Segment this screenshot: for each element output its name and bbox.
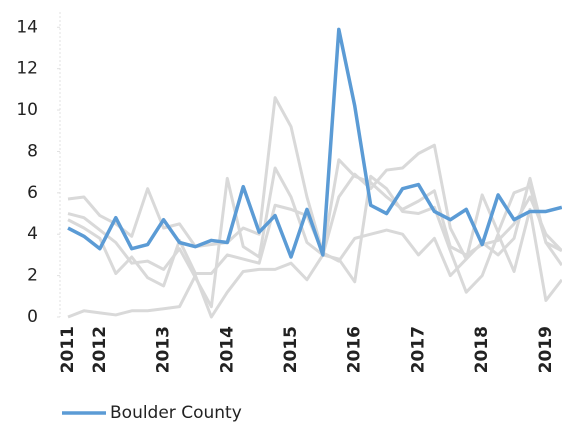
y-tick-label: 4 <box>27 224 38 244</box>
y-tick-label: 14 <box>16 17 38 37</box>
y-tick-label: 10 <box>16 100 38 120</box>
y-tick-label: 8 <box>27 141 38 161</box>
x-tick-label: 2014 <box>217 326 237 373</box>
x-tick-label: 2013 <box>154 326 174 373</box>
x-tick-label: 2019 <box>536 326 556 373</box>
background-line <box>67 143 562 309</box>
x-tick-label: 2018 <box>472 326 492 373</box>
x-tick-label: 2017 <box>408 326 428 373</box>
y-tick-label: 2 <box>27 266 38 286</box>
x-tick-label: 2015 <box>281 326 301 373</box>
y-tick-label: 6 <box>27 183 38 203</box>
x-tick-label: 2016 <box>345 326 365 373</box>
legend-label: Boulder County <box>110 403 242 423</box>
background-line <box>67 174 562 319</box>
y-tick-label: 0 <box>27 307 38 327</box>
series-line <box>67 27 562 259</box>
y-tick-label: 12 <box>16 59 38 79</box>
x-tick-label: 2012 <box>90 326 110 373</box>
x-tick-label: 2011 <box>58 326 78 373</box>
